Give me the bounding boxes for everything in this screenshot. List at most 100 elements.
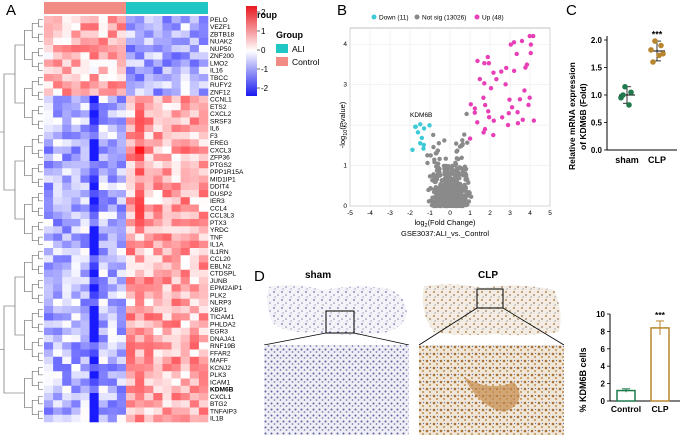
heatmap-cell xyxy=(89,385,99,394)
heatmap-cell xyxy=(53,103,63,111)
volcano-point-notsig xyxy=(450,193,455,198)
volcano-point-notsig xyxy=(425,153,430,158)
heatmap-cell xyxy=(171,407,181,416)
heatmap-cell xyxy=(135,320,145,329)
heatmap-cell xyxy=(89,414,99,423)
heatmap-cell xyxy=(126,349,136,358)
heatmap-cell xyxy=(153,226,163,234)
heatmap-cell xyxy=(80,52,90,60)
heatmap-cell xyxy=(98,132,109,140)
dendrogram-branch xyxy=(31,138,39,155)
heatmap-cell xyxy=(98,371,109,379)
heatmap-cell xyxy=(126,182,136,191)
heatmap-cell xyxy=(144,356,154,365)
heatmap-cell xyxy=(153,197,163,205)
heatmap-cell xyxy=(53,146,63,155)
volcano-point-up xyxy=(485,54,490,60)
heatmap-cell xyxy=(171,327,181,336)
heatmap-cell xyxy=(126,175,136,184)
heatmap-cell xyxy=(198,313,209,321)
heatmap-cell xyxy=(116,66,127,75)
heatmap-cell xyxy=(180,320,191,329)
heatmap-cell xyxy=(126,320,136,329)
heatmap-cell xyxy=(189,168,200,176)
volcano-point-notsig xyxy=(447,202,452,207)
heatmap-cell xyxy=(171,262,181,271)
volcano-point-notsig xyxy=(444,175,450,180)
volcano-point-up xyxy=(475,58,480,64)
heatmap-cell xyxy=(98,95,109,104)
heatmap-cell xyxy=(98,262,109,271)
heatmap-cell xyxy=(171,88,181,97)
heatmap-cell xyxy=(80,400,90,408)
heatmap-cell xyxy=(71,277,81,285)
heatmap-cell xyxy=(198,74,209,82)
heatmap-cell xyxy=(44,95,54,104)
heatmap-cell xyxy=(180,175,191,184)
heatmap-cell xyxy=(89,52,99,60)
heatmap-cell xyxy=(80,175,90,184)
heatmap-cell xyxy=(53,400,63,408)
heatmap-cell xyxy=(171,393,181,401)
heatmap-cell xyxy=(107,74,118,82)
heatmap-cell xyxy=(144,240,154,249)
heatmap-cell xyxy=(126,219,136,227)
heatmap-cell xyxy=(171,233,181,242)
heatmap-cell xyxy=(44,356,54,365)
heatmap-cell xyxy=(53,277,63,285)
volcano-point-up xyxy=(511,68,517,74)
volcano-point-notsig xyxy=(443,156,448,161)
heatmap-cell xyxy=(53,356,63,365)
heatmap-cell xyxy=(180,66,191,75)
dendrogram-branch xyxy=(31,254,39,271)
heatmap-cell xyxy=(116,400,127,408)
heatmap-cell xyxy=(180,168,191,176)
heatmap-gene-label: NLRP3 xyxy=(210,300,232,307)
heatmap-cell xyxy=(62,378,72,387)
qpcr-point-clp xyxy=(648,47,654,53)
heatmap-cell xyxy=(116,153,127,162)
heatmap-cell xyxy=(162,306,172,314)
volcano-point-notsig xyxy=(435,186,441,191)
heatmap-cell xyxy=(153,81,163,89)
heatmap-cell xyxy=(89,161,99,169)
heatmap-cell xyxy=(198,139,209,147)
volcano-point-notsig xyxy=(436,170,441,175)
heatmap-cell xyxy=(153,45,163,53)
heatmap-cell xyxy=(107,335,118,343)
heatmap-cell xyxy=(189,88,200,97)
qpcr-point-sham xyxy=(620,92,626,98)
heatmap-cell xyxy=(171,59,181,68)
heatmap-cell xyxy=(153,30,163,39)
heatmap-cell xyxy=(162,313,172,321)
heatmap-cell xyxy=(71,23,81,31)
heatmap-cell xyxy=(98,407,109,416)
heatmap-cell xyxy=(71,59,81,68)
qpcr-ytick-label: 0.0 xyxy=(591,146,603,155)
dendrogram-branch xyxy=(31,167,39,184)
heatmap-cell xyxy=(180,255,191,263)
heatmap-cell xyxy=(44,284,54,292)
heatmap-cell xyxy=(180,407,191,416)
heatmap-cell xyxy=(180,37,191,46)
heatmap-cell xyxy=(135,132,145,140)
heatmap-cell xyxy=(80,16,90,24)
heatmap-cell xyxy=(126,414,136,423)
heatmap-gene-label: NUAK2 xyxy=(210,39,232,46)
heatmap-cell xyxy=(80,364,90,372)
heatmap-gene-label: ZNF12 xyxy=(210,89,230,96)
heatmap-cell xyxy=(107,52,118,60)
heatmap-cell xyxy=(116,349,127,358)
heatmap-cell xyxy=(171,211,181,220)
heatmap-cell xyxy=(80,153,90,162)
heatmap-cell xyxy=(180,182,191,191)
scale-tick-label: -1 xyxy=(261,65,269,74)
heatmap-cell xyxy=(162,88,172,97)
heatmap-cell xyxy=(89,306,99,314)
heatmap-cell xyxy=(198,269,209,278)
heatmap-cell xyxy=(153,139,163,147)
heatmap-cell xyxy=(153,378,163,387)
heatmap-cell xyxy=(135,262,145,271)
dendrogram-branch xyxy=(31,51,39,68)
volcano-point-up xyxy=(499,69,504,74)
